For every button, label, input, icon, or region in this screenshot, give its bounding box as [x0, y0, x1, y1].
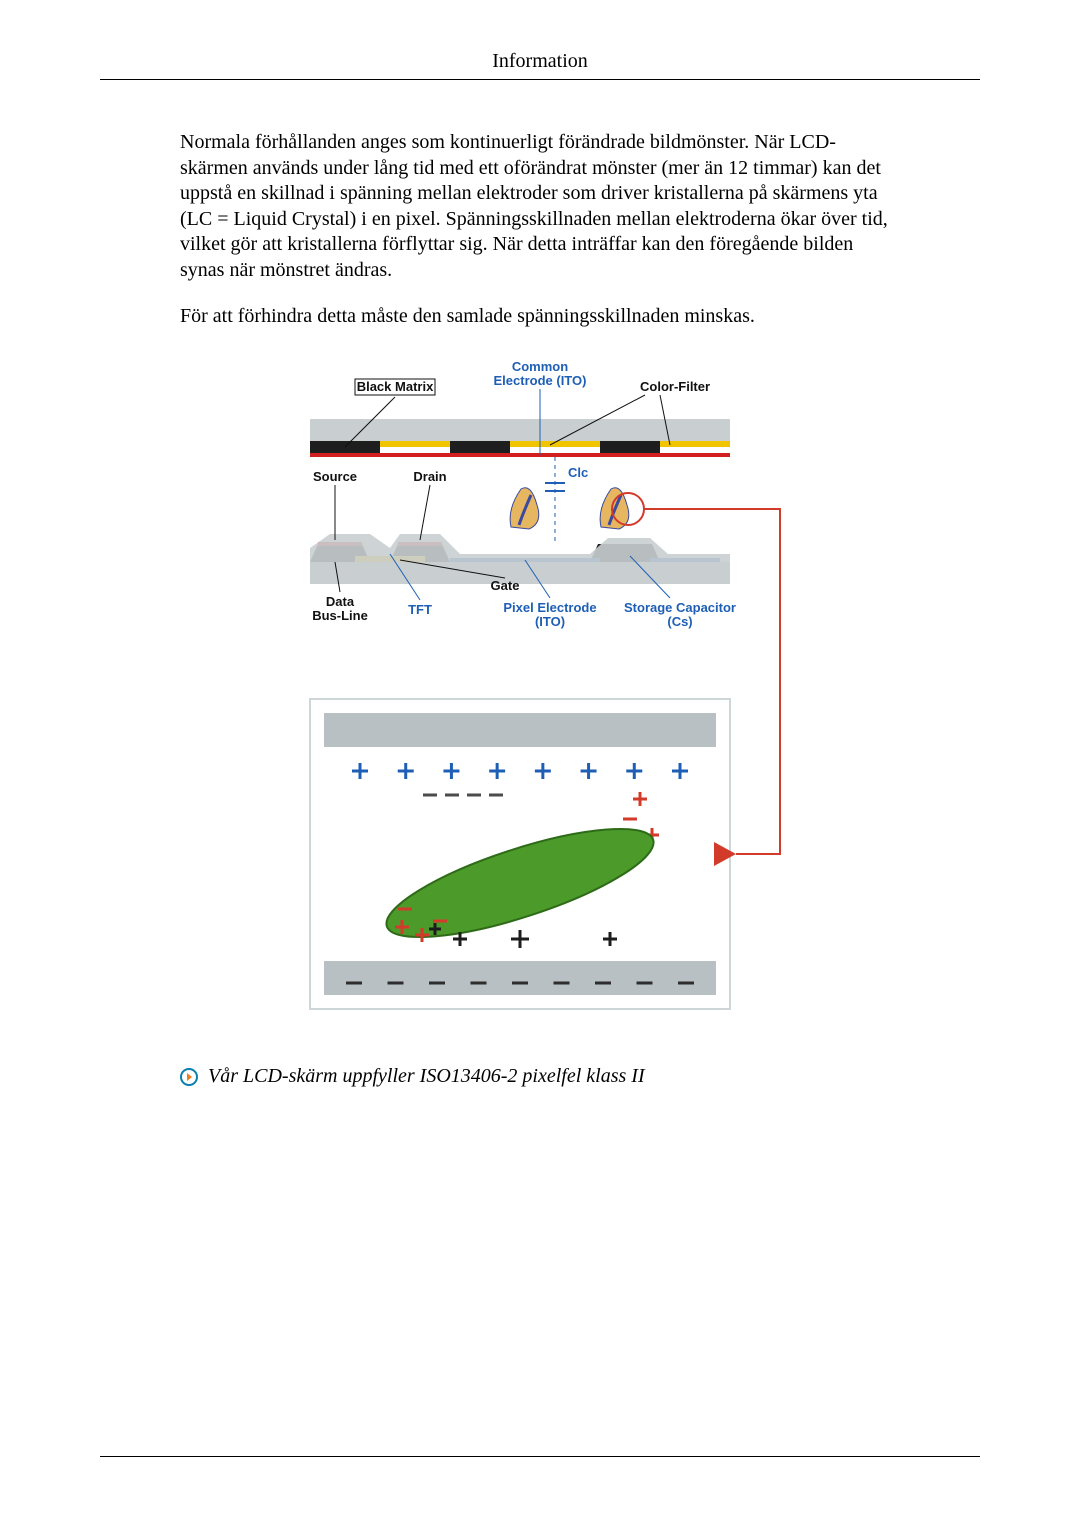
svg-text:Drain: Drain: [413, 469, 446, 484]
page-header-title: Information: [100, 50, 980, 79]
lcd-diagram: CommonElectrode (ITO) Black Matrix Color-F…: [280, 349, 800, 1035]
svg-text:Common: Common: [512, 359, 568, 374]
paragraph-2: För att förhindra detta måste den samlad…: [180, 304, 900, 330]
svg-text:Color-Filter: Color-Filter: [640, 379, 710, 394]
lcd-diagram-svg: CommonElectrode (ITO) Black Matrix Color-F…: [280, 349, 800, 1029]
paragraph-1: Normala förhållanden anges som kontinuer…: [180, 130, 900, 284]
footer-rule-wrap: [100, 1456, 980, 1457]
svg-text:Gate: Gate: [491, 578, 520, 593]
svg-text:Black Matrix: Black Matrix: [357, 379, 434, 394]
iso-note-text: Vår LCD-skärm uppfyller ISO13406-2 pixel…: [208, 1065, 645, 1088]
svg-text:Clc: Clc: [568, 465, 588, 480]
svg-text:TFT: TFT: [408, 602, 432, 617]
arrow-bullet-icon: [180, 1068, 198, 1086]
svg-text:Electrode (ITO): Electrode (ITO): [494, 373, 587, 388]
svg-text:Source: Source: [313, 469, 357, 484]
svg-text:Bus-Line: Bus-Line: [312, 608, 368, 623]
page: Information Normala förhållanden anges s…: [0, 0, 1080, 1527]
svg-text:Pixel Electrode: Pixel Electrode: [503, 600, 596, 615]
svg-text:Data: Data: [326, 594, 355, 609]
svg-text:(Cs): (Cs): [667, 614, 692, 629]
content-area: Normala förhållanden anges som kontinuer…: [100, 80, 980, 1088]
iso-note-row: Vår LCD-skärm uppfyller ISO13406-2 pixel…: [180, 1065, 900, 1088]
svg-text:(ITO): (ITO): [535, 614, 565, 629]
svg-text:Storage Capacitor: Storage Capacitor: [624, 600, 736, 615]
footer-rule: [100, 1456, 980, 1457]
